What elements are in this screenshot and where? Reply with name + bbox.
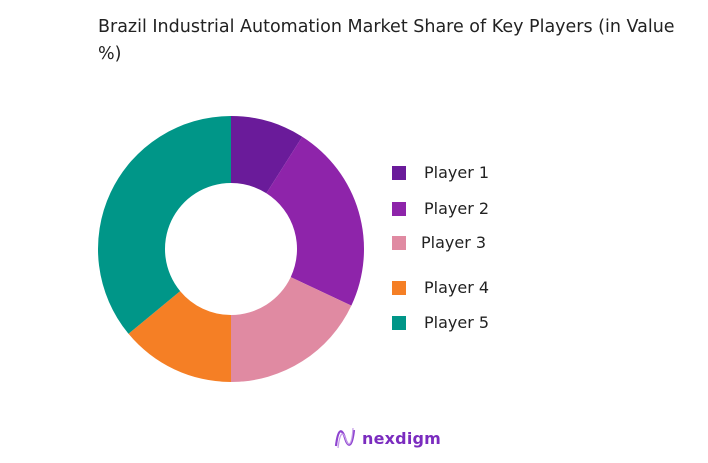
legend-swatch [392, 280, 406, 295]
legend-label: Player 3 [421, 233, 487, 252]
legend-item-player-5: Player 5 [392, 313, 489, 332]
legend-item-player-2: Player 2 [392, 199, 489, 218]
legend-swatch [392, 315, 406, 330]
legend-swatch [392, 201, 406, 216]
legend-swatch [392, 165, 406, 180]
slice-player-5 [97, 116, 232, 334]
legend-label: Player 4 [424, 278, 490, 297]
legend-label: Player 5 [424, 313, 490, 332]
legend-item-player-1: Player 1 [392, 163, 489, 182]
slice-player-1 [231, 116, 303, 194]
chart-title: Brazil Industrial Automation Market Shar… [98, 17, 675, 64]
slice-player-3 [231, 277, 352, 382]
legend-item-player-4: Player 4 [392, 278, 489, 297]
legend-label: Player 2 [424, 199, 490, 218]
slice-player-2 [266, 136, 365, 306]
legend-swatch [392, 235, 406, 250]
legend-label: Player 1 [424, 163, 490, 182]
legend-item-player-3: Player 3 [392, 233, 486, 252]
nexdigm-logo: nexdigm [334, 426, 441, 450]
slice-player-4 [128, 291, 231, 382]
logo-text: nexdigm [362, 428, 442, 448]
logo-wave-icon [334, 427, 356, 449]
